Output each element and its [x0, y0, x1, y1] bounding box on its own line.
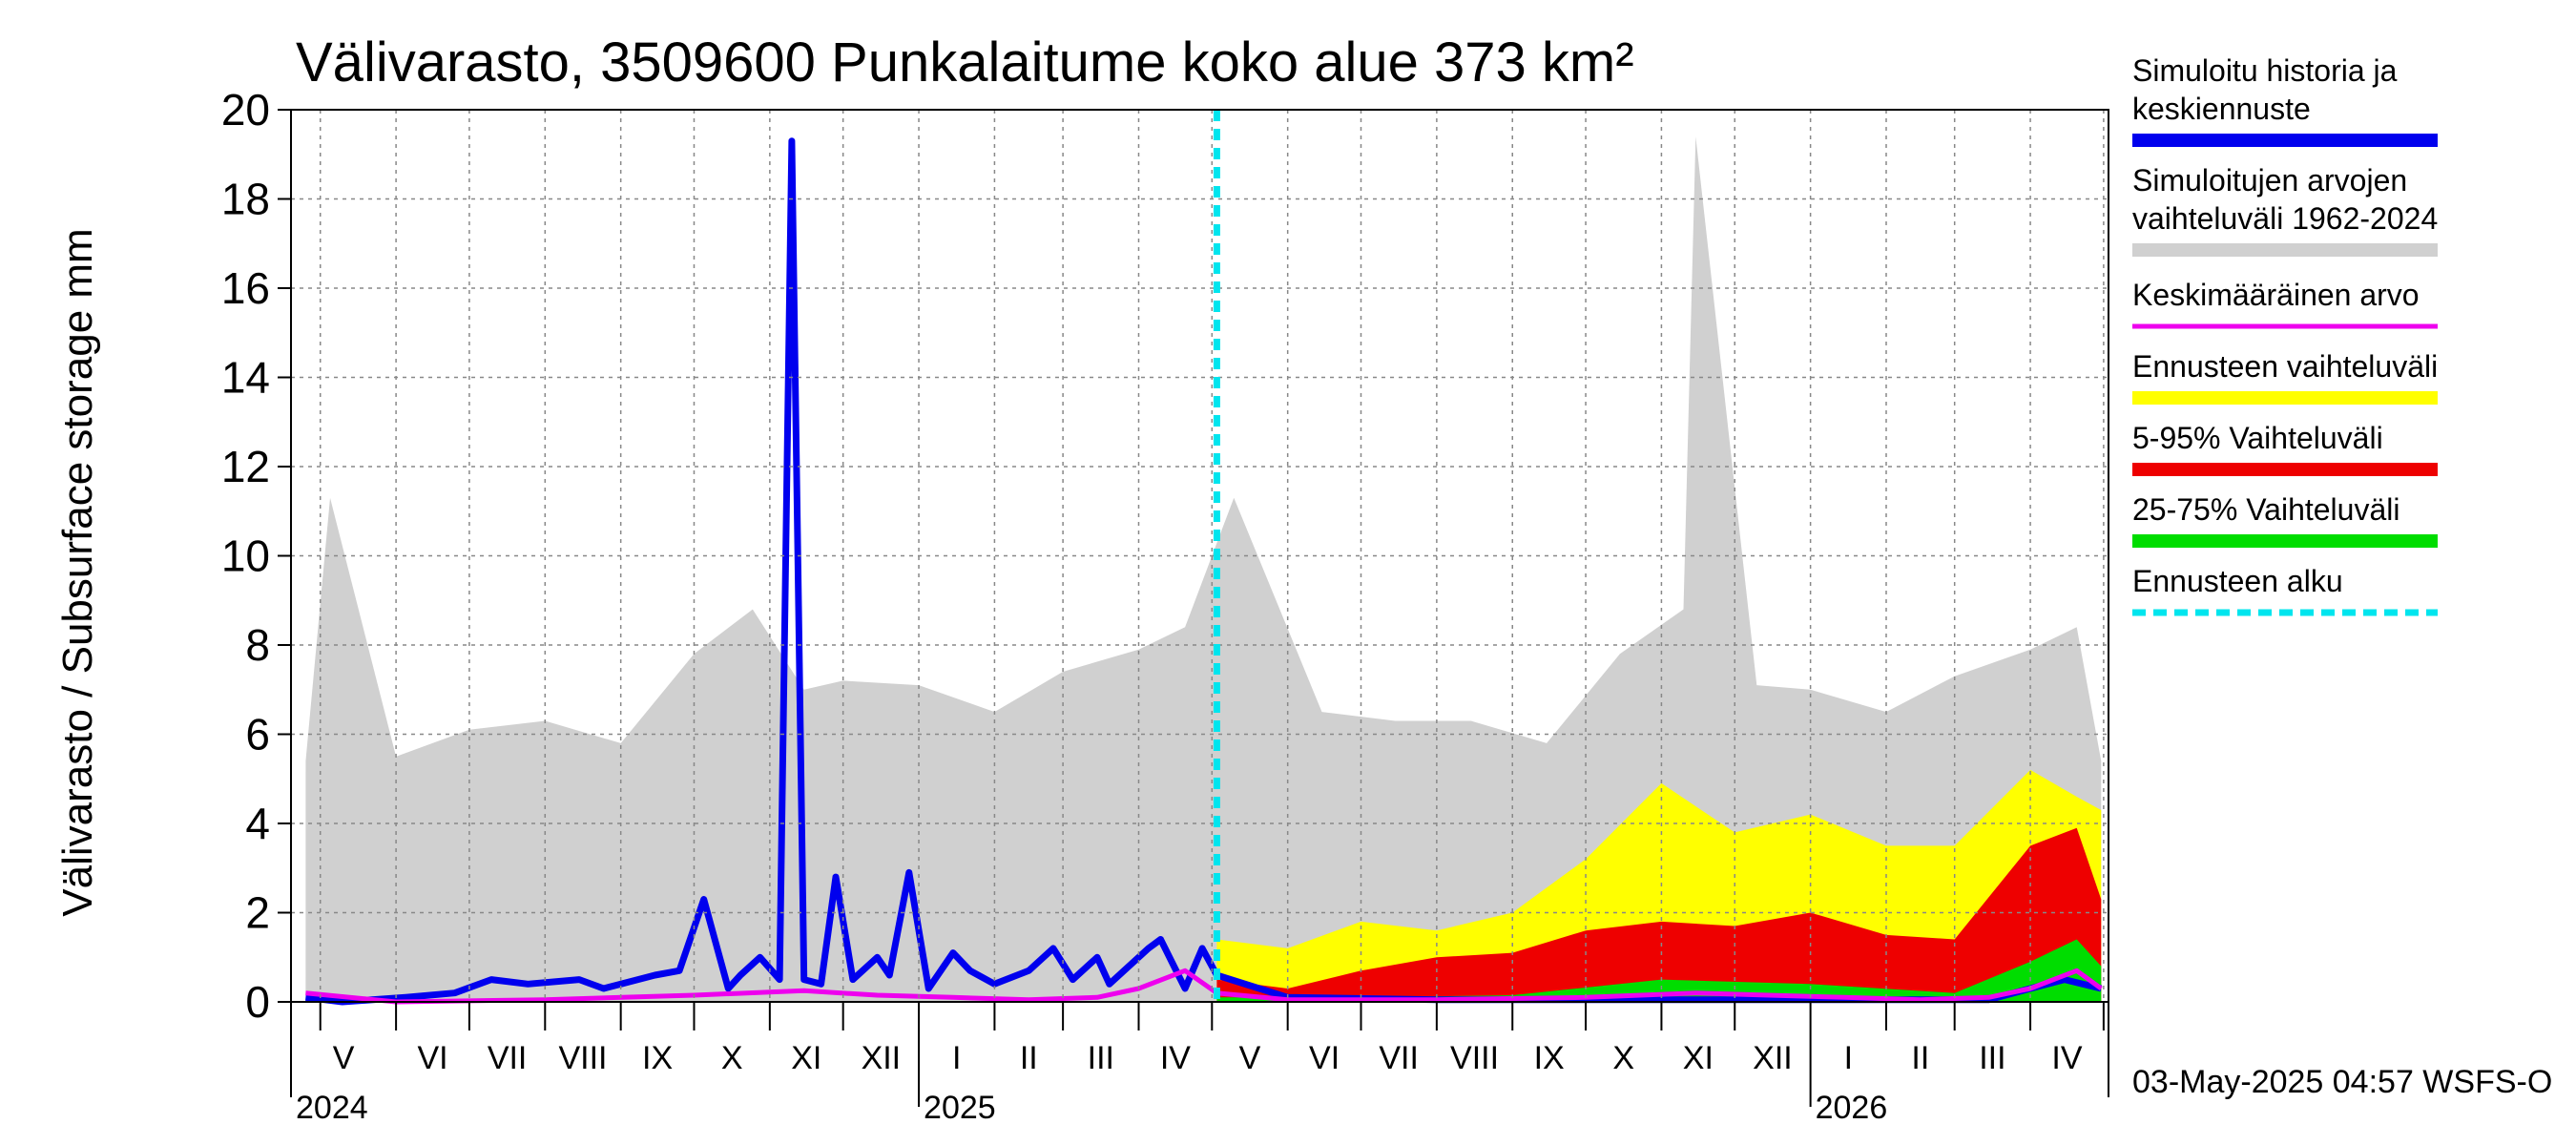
chart-title: Välivarasto, 3509600 Punkalaitume koko a…: [296, 31, 1634, 94]
year-label: 2025: [924, 1090, 996, 1126]
legend-item: Ennusteen vaihteluväli: [2132, 349, 2438, 405]
legend: Simuloitu historia ja keskiennuste Simuloi…: [2132, 53, 2438, 616]
x-axis: V VI VII VIII IX X XI XII I II III IV V VI VII VIII IX X X…: [290, 1002, 2109, 1126]
y-tick-label: 2: [245, 888, 270, 938]
y-tick-label: 10: [221, 531, 270, 581]
month-label: X: [721, 1040, 743, 1076]
gridlines-overlay: [290, 109, 2109, 1003]
legend-label: Simuloitujen arvojen vaihteluväli 1962-20…: [2132, 163, 2438, 236]
y-tick-label: 12: [221, 442, 270, 491]
legend-label: Ennusteen vaihteluväli: [2132, 349, 2438, 384]
month-label: VII: [1379, 1040, 1419, 1076]
month-label: I: [952, 1040, 961, 1076]
legend-label: Keskimääräinen arvo: [2132, 278, 2420, 312]
legend-label: Simuloitu historia ja keskiennuste: [2132, 53, 2398, 126]
y-axis-ticks: 0 2 4 6 8 10 12 14 16 18 20: [221, 85, 291, 1027]
range-5-95-area: [1216, 827, 2102, 1002]
month-label: XI: [1683, 1040, 1714, 1076]
legend-label: 25-75% Vaihteluväli: [2132, 492, 2399, 527]
y-tick-label: 16: [221, 263, 270, 313]
month-label: IV: [1160, 1040, 1191, 1076]
legend-item: 5-95% Vaihteluväli: [2132, 421, 2438, 476]
month-label: II: [1020, 1040, 1038, 1076]
month-label: IX: [642, 1040, 673, 1076]
legend-item: Keskimääräinen arvo: [2132, 278, 2438, 329]
year-label: 2026: [1816, 1090, 1888, 1126]
month-label: VI: [417, 1040, 447, 1076]
month-label: IV: [2051, 1040, 2082, 1076]
month-label: II: [1911, 1040, 1929, 1076]
month-label: VIII: [558, 1040, 607, 1076]
legend-label: Ennusteen alku: [2132, 564, 2343, 598]
month-label: VIII: [1450, 1040, 1499, 1076]
month-label: XII: [1753, 1040, 1793, 1076]
y-tick-label: 0: [245, 977, 270, 1027]
month-label: XI: [791, 1040, 821, 1076]
series-layer: [304, 136, 2103, 1006]
month-label: VII: [488, 1040, 528, 1076]
month-label: IX: [1534, 1040, 1565, 1076]
month-label: V: [333, 1040, 355, 1076]
y-tick-label: 6: [245, 710, 270, 760]
month-label: I: [1844, 1040, 1853, 1076]
y-tick-label: 14: [221, 353, 270, 403]
month-label: III: [1088, 1040, 1114, 1076]
y-tick-label: 18: [221, 175, 270, 224]
y-tick-label: 20: [221, 85, 270, 135]
month-label: X: [1612, 1040, 1634, 1076]
month-label: III: [1979, 1040, 2005, 1076]
month-label: V: [1239, 1040, 1261, 1076]
legend-label: 5-95% Vaihteluväli: [2132, 421, 2383, 455]
y-tick-label: 4: [245, 799, 270, 848]
month-label: XII: [862, 1040, 902, 1076]
legend-item: Simuloitujen arvojen vaihteluväli 1962-20…: [2132, 163, 2438, 257]
legend-item: Ennusteen alku: [2132, 564, 2438, 616]
history-range-area: [305, 136, 2102, 1003]
y-axis-label: Välivarasto / Subsurface storage mm: [54, 228, 101, 916]
year-label: 2024: [296, 1090, 368, 1126]
legend-item: Simuloitu historia ja keskiennuste: [2132, 53, 2438, 147]
legend-item: 25-75% Vaihteluväli: [2132, 492, 2438, 548]
month-label: VI: [1309, 1040, 1340, 1076]
y-tick-label: 8: [245, 620, 270, 670]
footer-timestamp: 03-May-2025 04:57 WSFS-O: [2132, 1064, 2552, 1100]
